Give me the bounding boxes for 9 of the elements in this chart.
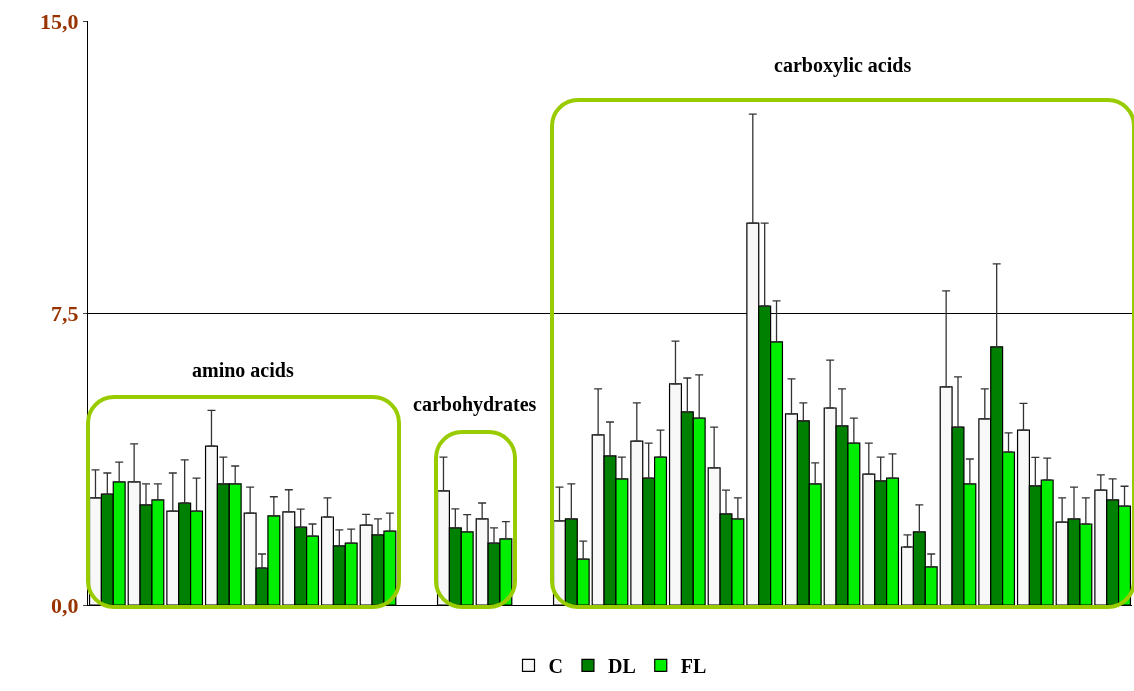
annotation: amino acids: [192, 359, 294, 381]
legend-label: FL: [680, 655, 707, 678]
y-tick-label: 0,0: [51, 592, 79, 618]
y-tick-label: 15,0: [40, 8, 79, 34]
legend-label: C: [548, 655, 563, 678]
legend-label: DL: [607, 655, 636, 678]
annotation: carboxylic acids: [774, 54, 912, 77]
y-tick-label: 7,5: [51, 300, 79, 326]
annotation: carbohydrates: [413, 393, 537, 416]
